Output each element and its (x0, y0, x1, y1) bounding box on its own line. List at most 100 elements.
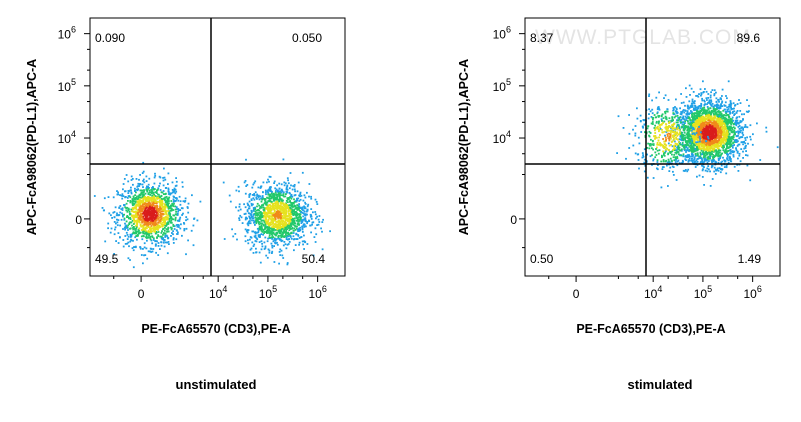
stimulated-event-dot (738, 125, 741, 127)
stimulated-event-dot (716, 154, 718, 157)
unstimulated-event-dot (263, 207, 266, 210)
unstimulated-event-dot (171, 204, 173, 207)
unstimulated-event-dot (151, 204, 153, 207)
unstimulated-event-dot (142, 220, 144, 222)
unstimulated-event-dot (153, 198, 156, 201)
stimulated-event-dot (721, 160, 724, 163)
stimulated-event-dot (716, 103, 719, 106)
unstimulated-event-dot (159, 203, 162, 205)
unstimulated-event-dot (165, 203, 168, 206)
stimulated-event-dot (682, 115, 685, 118)
unstimulated-event-dot (271, 250, 274, 253)
stimulated-event-dot (703, 149, 706, 151)
stimulated-event-dot (680, 102, 683, 104)
unstimulated-event-dot (297, 208, 299, 211)
unstimulated-event-dot (301, 171, 304, 174)
unstimulated-event-dot (273, 182, 275, 184)
unstimulated-event-dot (146, 203, 148, 205)
unstimulated-event-dot (260, 213, 263, 215)
unstimulated-event-dot (187, 202, 190, 205)
stimulated-event-dot (715, 153, 717, 156)
unstimulated-event-dot (142, 262, 144, 265)
unstimulated-event-dot (261, 231, 264, 233)
unstimulated-event-dot (247, 212, 250, 215)
unstimulated-event-dot (265, 220, 267, 223)
stimulated-event-dot (676, 119, 678, 121)
unstimulated-event-dot (280, 191, 283, 194)
unstimulated-event-dot (304, 201, 306, 204)
stimulated-event-dot (715, 149, 718, 152)
stimulated-event-dot (728, 116, 731, 119)
unstimulated-event-dot (251, 186, 254, 189)
unstimulated-event-dot (178, 218, 181, 221)
stimulated-event-dot (706, 134, 709, 137)
stimulated-event-dot (687, 160, 690, 163)
unstimulated-event-dot (301, 228, 304, 231)
unstimulated-event-dot (138, 220, 141, 222)
stimulated-event-dot (751, 143, 754, 146)
unstimulated-event-dot (272, 236, 275, 238)
stimulated-event-dot (722, 144, 724, 147)
stimulated-event-dot (728, 125, 731, 128)
unstimulated-event-dot (289, 219, 292, 222)
unstimulated-event-dot (283, 212, 286, 215)
stimulated-event-dot (717, 117, 720, 120)
unstimulated-event-dot (255, 222, 258, 225)
unstimulated-event-dot (167, 223, 170, 225)
unstimulated-event-dot (137, 232, 140, 235)
unstimulated-event-dot (244, 218, 247, 221)
unstimulated-event-dot (244, 206, 247, 209)
unstimulated-event-dot (281, 228, 284, 230)
stimulated-event-dot (698, 120, 700, 123)
stimulated-event-dot (744, 147, 747, 149)
unstimulated-event-dot (143, 232, 146, 235)
unstimulated-event-dot (152, 186, 154, 189)
unstimulated-event-dot (270, 197, 272, 200)
stimulated-event-dot (713, 150, 715, 153)
unstimulated-event-dot (318, 221, 321, 223)
stimulated-event-dot (745, 144, 747, 147)
unstimulated-event-dot (263, 199, 266, 201)
unstimulated-event-dot (302, 209, 304, 212)
unstimulated-event-dot (121, 193, 124, 196)
unstimulated-event-dot (283, 231, 286, 234)
unstimulated-event-dot (152, 201, 155, 204)
unstimulated-event-dot (240, 216, 243, 219)
unstimulated-event-dot (149, 214, 151, 217)
stimulated-event-dot (723, 131, 726, 134)
unstimulated-event-dot (294, 200, 297, 203)
stimulated-event-dot (700, 94, 702, 97)
stimulated-event-dot (720, 153, 722, 156)
stimulated-event-dot (693, 124, 695, 127)
stimulated-event-dot (687, 117, 690, 120)
unstimulated-event-dot (164, 226, 166, 229)
unstimulated-event-dot (131, 204, 134, 207)
unstimulated-event-dot (289, 196, 292, 198)
stimulated-event-dot (732, 126, 735, 129)
unstimulated-event-dot (138, 201, 141, 204)
stimulated-event-dot (726, 151, 728, 154)
unstimulated-event-dot (136, 224, 138, 227)
unstimulated-event-dot (136, 189, 139, 192)
stimulated-event-dot (695, 149, 698, 152)
stimulated-event-dot (694, 166, 697, 168)
stimulated-event-dot (736, 103, 739, 105)
unstimulated-event-dot (150, 189, 153, 191)
unstimulated-event-dot (271, 203, 274, 206)
unstimulated-event-dot (285, 223, 288, 226)
unstimulated-event-dot (283, 214, 286, 217)
stimulated-event-dot (714, 135, 717, 137)
unstimulated-event-dot (285, 238, 288, 240)
unstimulated-event-dot (293, 198, 295, 201)
stimulated-event-dot (674, 106, 676, 108)
stimulated-event-dot (684, 136, 687, 139)
unstimulated-event-dot (279, 192, 282, 194)
stimulated-event-dot (697, 142, 700, 145)
stimulated-event-dot (710, 149, 712, 152)
unstimulated-event-dot (246, 209, 249, 211)
unstimulated-event-dot (115, 214, 118, 217)
unstimulated-event-dot (145, 232, 148, 235)
stimulated-event-dot (724, 138, 727, 141)
stimulated-event-dot (728, 152, 731, 155)
unstimulated-event-dot (228, 194, 231, 197)
